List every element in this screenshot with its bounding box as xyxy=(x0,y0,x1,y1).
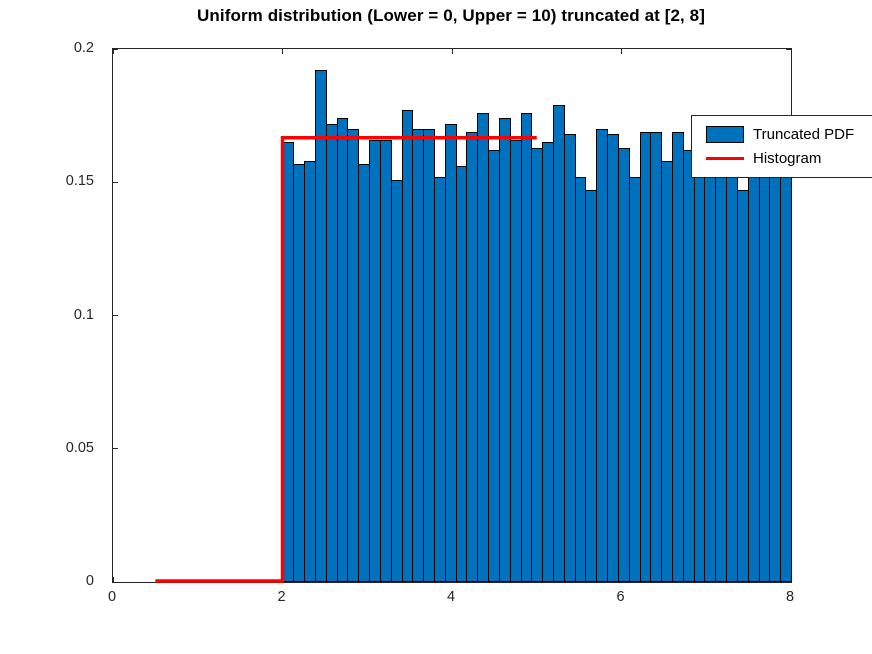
x-tick-mark xyxy=(112,49,114,54)
y-tick-mark xyxy=(113,448,118,450)
legend-label: Truncated PDF xyxy=(753,126,855,143)
y-tick-mark xyxy=(113,581,118,583)
pdf-line xyxy=(155,135,537,583)
pdf-step-line xyxy=(155,135,537,583)
legend: Truncated PDF Histogram xyxy=(691,115,872,178)
x-tick-mark xyxy=(790,49,792,54)
x-tick-label: 2 xyxy=(277,589,286,605)
x-tick-label: 6 xyxy=(616,589,625,605)
chart-title: Uniform distribution (Lower = 0, Upper =… xyxy=(197,6,705,25)
legend-patch-swatch xyxy=(706,126,744,143)
x-tick-label: 4 xyxy=(446,589,456,605)
plot-area: Truncated PDF Histogram xyxy=(112,48,872,583)
x-tick-mark xyxy=(451,49,453,54)
legend-line-swatch xyxy=(706,156,744,161)
x-tick-mark xyxy=(112,577,114,582)
x-tick-mark xyxy=(282,49,283,54)
x-tick-label: 8 xyxy=(785,589,795,605)
legend-label: Histogram xyxy=(753,150,822,167)
legend-entry-truncated-pdf: Truncated PDF xyxy=(706,126,872,143)
histogram-bars xyxy=(113,49,792,582)
y-tick-label: 0.05 xyxy=(65,439,94,456)
x-tick-mark xyxy=(621,49,622,54)
y-tick-mark xyxy=(113,315,118,316)
y-tick-label: 0.2 xyxy=(73,40,94,56)
y-tick-mark xyxy=(786,48,791,50)
y-tick-mark xyxy=(113,48,118,50)
legend-entry-histogram: Histogram xyxy=(706,150,872,167)
y-tick-label: 0 xyxy=(85,573,94,589)
y-tick-label: 0.1 xyxy=(73,306,94,323)
y-tick-mark xyxy=(113,181,118,183)
y-tick-label: 0.15 xyxy=(65,173,94,190)
x-tick-label: 0 xyxy=(107,589,117,605)
y-tick-mark xyxy=(786,581,791,583)
